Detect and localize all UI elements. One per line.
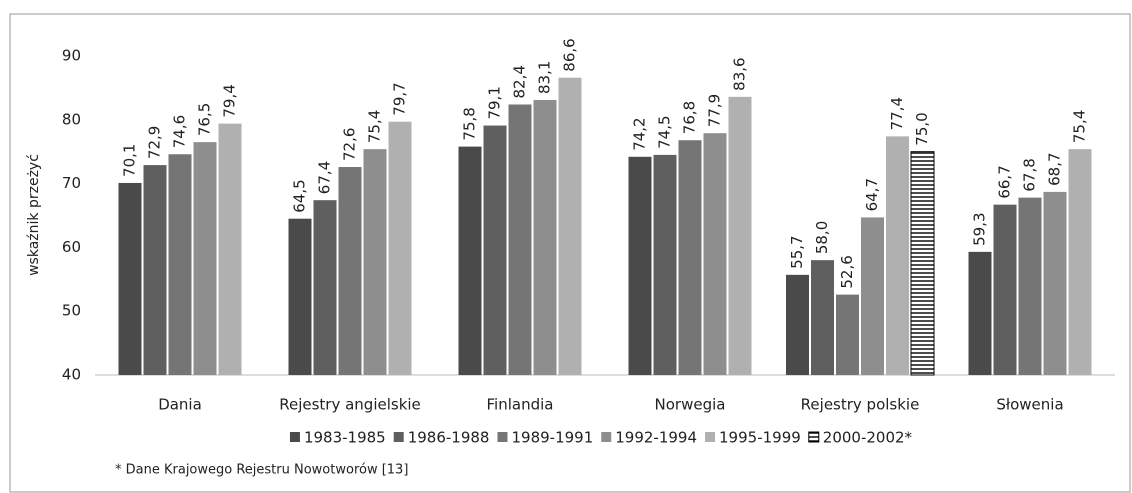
bar <box>143 165 167 375</box>
bar <box>508 104 532 375</box>
bar <box>910 151 935 376</box>
bar <box>886 136 909 375</box>
bar <box>628 156 652 375</box>
value-label: 75,4 <box>1071 110 1089 143</box>
legend-swatch <box>497 432 508 442</box>
value-label: 77,9 <box>706 94 724 127</box>
bar <box>703 133 727 375</box>
bar <box>653 154 677 375</box>
legend-swatch <box>601 432 612 442</box>
value-label: 74,2 <box>631 117 649 150</box>
y-tick-label: 90 <box>62 47 81 65</box>
x-tick-label: Norwegia <box>655 396 726 414</box>
value-label: 66,7 <box>996 165 1014 198</box>
y-tick-label: 60 <box>62 238 81 256</box>
bar <box>533 100 557 375</box>
bar <box>1043 191 1067 375</box>
legend-label: 1989-1991 <box>511 429 593 447</box>
value-label: 76,8 <box>681 101 699 134</box>
value-label: 59,3 <box>971 212 989 245</box>
footnote: * Dane Krajowego Rejestru Nowotworów [13… <box>115 463 408 478</box>
bar <box>1068 149 1092 375</box>
value-label: 77,4 <box>888 97 906 130</box>
value-label: 83,1 <box>536 61 554 94</box>
value-label: 75,4 <box>366 110 384 143</box>
bar <box>338 167 362 375</box>
bar <box>313 200 337 375</box>
legend-swatch <box>808 431 820 443</box>
x-tick-label: Finlandia <box>487 396 554 414</box>
value-label: 67,4 <box>316 161 334 194</box>
bar <box>218 123 242 376</box>
value-label: 68,7 <box>1046 152 1064 185</box>
value-label: 52,6 <box>838 255 856 288</box>
value-label: 79,7 <box>391 82 409 115</box>
bar <box>168 154 192 375</box>
bar <box>458 146 482 375</box>
bar <box>678 140 702 375</box>
bar <box>363 149 387 375</box>
bar <box>388 121 412 376</box>
bar <box>993 204 1017 375</box>
bar <box>288 218 312 375</box>
value-label: 58,0 <box>813 221 831 254</box>
legend-swatch <box>289 432 300 442</box>
bar <box>968 251 992 375</box>
value-label: 86,6 <box>561 38 579 71</box>
value-label: 70,1 <box>121 144 139 177</box>
value-label: 79,1 <box>486 86 504 119</box>
value-label: 82,4 <box>511 65 529 98</box>
bar <box>193 142 217 375</box>
value-label: 75,8 <box>461 107 479 140</box>
value-label: 55,7 <box>788 235 806 268</box>
bar <box>786 274 809 375</box>
value-label: 74,5 <box>656 115 674 148</box>
legend-label: 1986-1988 <box>408 429 490 447</box>
x-tick-label: Rejestry angielskie <box>279 396 421 414</box>
bar <box>483 125 507 376</box>
legend-label: 1983-1985 <box>304 429 386 447</box>
legend-label: 2000-2002* <box>823 429 913 447</box>
value-label: 79,4 <box>221 84 239 117</box>
bar <box>118 182 142 375</box>
x-tick-label: Dania <box>158 396 202 414</box>
y-axis-label: wskaźnik przeżyć <box>26 154 42 276</box>
legend-label: 1992-1994 <box>615 429 697 447</box>
y-tick-label: 40 <box>62 366 81 384</box>
bar <box>811 260 834 375</box>
bar <box>836 294 859 375</box>
value-label: 72,9 <box>146 126 164 159</box>
bar <box>861 217 884 375</box>
legend-swatch <box>393 432 404 442</box>
value-label: 72,6 <box>341 128 359 161</box>
chart-frame <box>9 13 1131 493</box>
bar <box>558 77 582 375</box>
value-label: 75,0 <box>913 112 931 145</box>
value-label: 64,7 <box>863 178 881 211</box>
y-tick-label: 50 <box>62 302 81 320</box>
value-label: 76,5 <box>196 103 214 136</box>
value-label: 74,6 <box>171 115 189 148</box>
value-label: 64,5 <box>291 179 309 212</box>
y-tick-label: 70 <box>62 174 81 192</box>
x-tick-label: Słowenia <box>996 396 1063 414</box>
legend-swatch <box>705 432 716 442</box>
bar <box>728 96 752 375</box>
value-label: 83,6 <box>731 57 749 90</box>
x-tick-label: Rejestry polskie <box>801 396 920 414</box>
y-tick-label: 80 <box>62 110 81 128</box>
legend-label: 1995-1999 <box>719 429 801 447</box>
value-label: 67,8 <box>1021 158 1039 191</box>
bar <box>1018 197 1042 375</box>
